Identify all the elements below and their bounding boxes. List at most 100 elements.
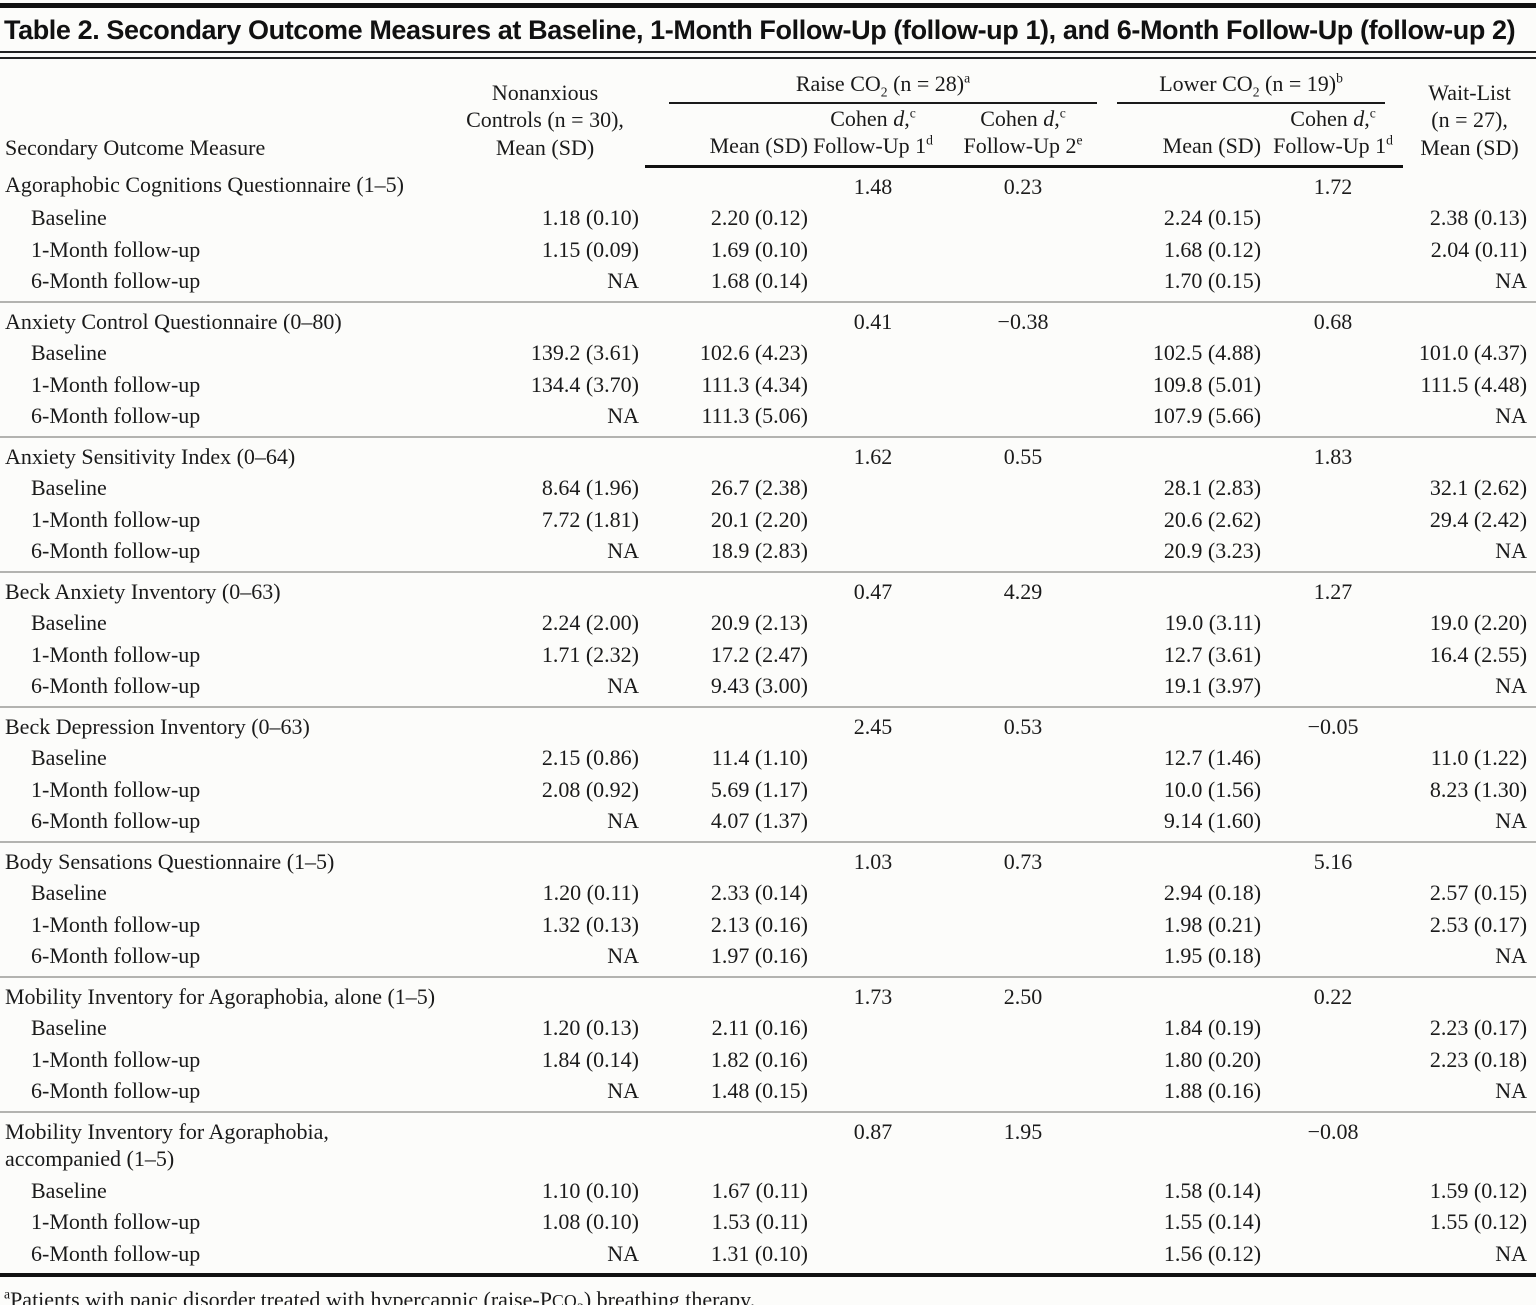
cell-empty [813, 606, 933, 638]
col-header-lower-cohen-followup1: Cohen d,c Follow-Up 1d [1263, 103, 1404, 168]
cell-nonanxious-mean-sd: 1.10 (0.10) [541, 1177, 639, 1203]
cell-raise-mean-sd: 2.11 (0.16) [711, 1015, 808, 1040]
table-row: 6-Month follow-up NA 18.9 (2.83) 20.9 (3.23… [0, 534, 1536, 572]
cell-empty [813, 1237, 933, 1276]
cell-waitlist-mean-sd: 11.0 (1.22) [1430, 745, 1528, 770]
cell-lower-mean-sd: 102.5 (4.88) [1152, 340, 1262, 365]
cell-timepoint-label: Baseline [31, 340, 107, 365]
cell-cohen-lower-followup1: −0.05 [1263, 705, 1404, 741]
table-row: 1-Month follow-up 2.08 (0.92) 5.69 (1.17) 1… [0, 773, 1536, 805]
table-row: 6-Month follow-up NA 1.31 (0.10) 1.56 (0.12… [0, 1237, 1536, 1276]
cell-waitlist-mean-sd: NA [1495, 268, 1528, 293]
cell-empty [1263, 399, 1403, 437]
cell-empty [813, 773, 933, 805]
table-row: Baseline 1.20 (0.13) 2.11 (0.16) 1.84 (0.19… [0, 1011, 1536, 1043]
cell-cohen-lower-followup1: 1.72 [1313, 173, 1353, 199]
cell-cohen-raise-followup2: 0.23 [1003, 173, 1043, 199]
table-row: Baseline 8.64 (1.96) 26.7 (2.38) 28.1 (2.83… [0, 471, 1536, 503]
cell-empty [813, 804, 933, 842]
cell-empty [933, 471, 1113, 503]
cell-empty [445, 570, 645, 606]
section-header-row: Beck Anxiety Inventory (0–63) 0.47 4.29 1.2… [0, 570, 1536, 606]
cell-empty [1403, 975, 1536, 1011]
cell-empty [645, 166, 813, 201]
cell-cohen-lower-followup1: 0.22 [1263, 975, 1404, 1011]
col-header-lower-mean-sd: Mean (SD) [1113, 103, 1264, 168]
cell-empty [933, 908, 1113, 940]
cell-timepoint-label: 1-Month follow-up [31, 776, 201, 802]
cell-raise-mean-sd: 1.67 (0.11) [711, 1177, 808, 1203]
cell-empty [813, 471, 933, 503]
cell-cohen-raise-followup2: 0.73 [933, 840, 1114, 876]
cell-waitlist-mean-sd: 1.55 (0.12) [1429, 1209, 1528, 1234]
table-row: 6-Month follow-up NA 4.07 (1.37) 9.14 (1.60… [0, 804, 1536, 842]
cell-empty [933, 1205, 1113, 1237]
cell-empty [813, 201, 933, 233]
cell-nonanxious-mean-sd: NA [607, 1240, 639, 1266]
cell-lower-mean-sd: 109.8 (5.01) [1152, 371, 1262, 397]
cell-cohen-lower-followup1: 5.16 [1263, 840, 1404, 876]
table-title: Table 2. Secondary Outcome Measures at B… [4, 15, 1516, 45]
table-row: Baseline 2.24 (2.00) 20.9 (2.13) 19.0 (3.11… [0, 606, 1536, 638]
cell-raise-mean-sd: 5.69 (1.17) [710, 776, 808, 802]
section-header-row: Beck Depression Inventory (0–63) 2.45 0.53… [0, 705, 1536, 741]
cell-empty [1263, 1237, 1403, 1276]
table-row: Baseline 1.20 (0.11) 2.33 (0.14) 2.94 (0.18… [0, 876, 1536, 908]
cell-empty [1263, 1043, 1403, 1075]
cell-timepoint-label: Baseline [31, 610, 107, 635]
cell-timepoint-label: Baseline [31, 880, 107, 905]
section-header-row: Anxiety Sensitivity Index (0–64) 1.62 0.55… [0, 435, 1536, 471]
cell-lower-mean-sd: 28.1 (2.83) [1163, 475, 1262, 500]
table-row: 1-Month follow-up 134.4 (3.70) 111.3 (4.34… [0, 368, 1536, 400]
cell-empty [1263, 908, 1403, 940]
cell-nonanxious-mean-sd: 134.4 (3.70) [530, 371, 639, 397]
cell-timepoint-label: 1-Month follow-up [31, 371, 201, 397]
cell-timepoint-label: 6-Month follow-up [31, 403, 201, 428]
cell-empty [813, 503, 933, 535]
cell-timepoint-label: 1-Month follow-up [31, 1209, 201, 1234]
cell-lower-mean-sd: 12.7 (3.61) [1163, 641, 1262, 667]
col-header-raise-cohen-followup2: Cohen d,c Follow-Up 2e [933, 103, 1114, 168]
cell-empty [1263, 638, 1403, 670]
cell-waitlist-mean-sd: NA [1495, 1240, 1528, 1266]
cell-lower-mean-sd: 107.9 (5.66) [1152, 403, 1262, 428]
cell-raise-mean-sd: 17.2 (2.47) [710, 641, 808, 667]
cell-empty [1263, 264, 1403, 302]
cell-empty [933, 336, 1113, 368]
cell-waitlist-mean-sd: 2.38 (0.13) [1429, 205, 1528, 230]
cell-empty [1113, 1110, 1264, 1174]
cell-empty [1113, 975, 1264, 1011]
cell-waitlist-mean-sd: NA [1495, 538, 1528, 563]
cell-empty [1263, 368, 1403, 400]
cell-measure-name: Anxiety Control Questionnaire (0–80) [0, 300, 445, 336]
cell-empty [933, 939, 1113, 977]
cell-nonanxious-mean-sd: 2.08 (0.92) [541, 776, 639, 802]
cell-empty [1263, 1074, 1403, 1112]
cell-nonanxious-mean-sd: NA [607, 1078, 639, 1103]
cell-empty [933, 368, 1113, 400]
col-group-lower-co2: Lower CO2 (n = 19)b [1113, 69, 1403, 104]
cell-timepoint-label: 6-Month follow-up [31, 1240, 201, 1266]
cell-empty [445, 300, 645, 336]
cell-timepoint-label: Baseline [31, 205, 107, 230]
title-divider [0, 51, 1536, 59]
cell-empty [933, 741, 1113, 773]
cell-lower-mean-sd: 1.58 (0.14) [1163, 1177, 1262, 1203]
cell-empty [813, 368, 933, 400]
cell-lower-mean-sd: 10.0 (1.56) [1163, 776, 1262, 802]
cell-nonanxious-mean-sd: NA [607, 403, 639, 428]
cell-cohen-raise-followup1: 0.47 [813, 570, 933, 606]
cell-lower-mean-sd: 1.56 (0.12) [1163, 1240, 1262, 1266]
raise-co2-group-label: Raise CO2 (n = 28)a [669, 70, 1098, 104]
cell-empty [1403, 435, 1536, 471]
cell-empty [645, 975, 813, 1011]
cell-empty [933, 1043, 1113, 1075]
table-row: 6-Month follow-up NA 111.3 (5.06) 107.9 (5.… [0, 399, 1536, 437]
table-row: 1-Month follow-up 1.15 (0.09) 1.69 (0.10) 1… [0, 233, 1536, 265]
cell-timepoint-label: 6-Month follow-up [31, 943, 201, 968]
cell-waitlist-mean-sd: 111.5 (4.48) [1420, 371, 1528, 397]
cell-waitlist-mean-sd: NA [1495, 1078, 1528, 1103]
col-group-raise-co2: Raise CO2 (n = 28)a [645, 69, 1113, 104]
cell-empty [645, 1110, 813, 1174]
cell-empty [933, 503, 1113, 535]
